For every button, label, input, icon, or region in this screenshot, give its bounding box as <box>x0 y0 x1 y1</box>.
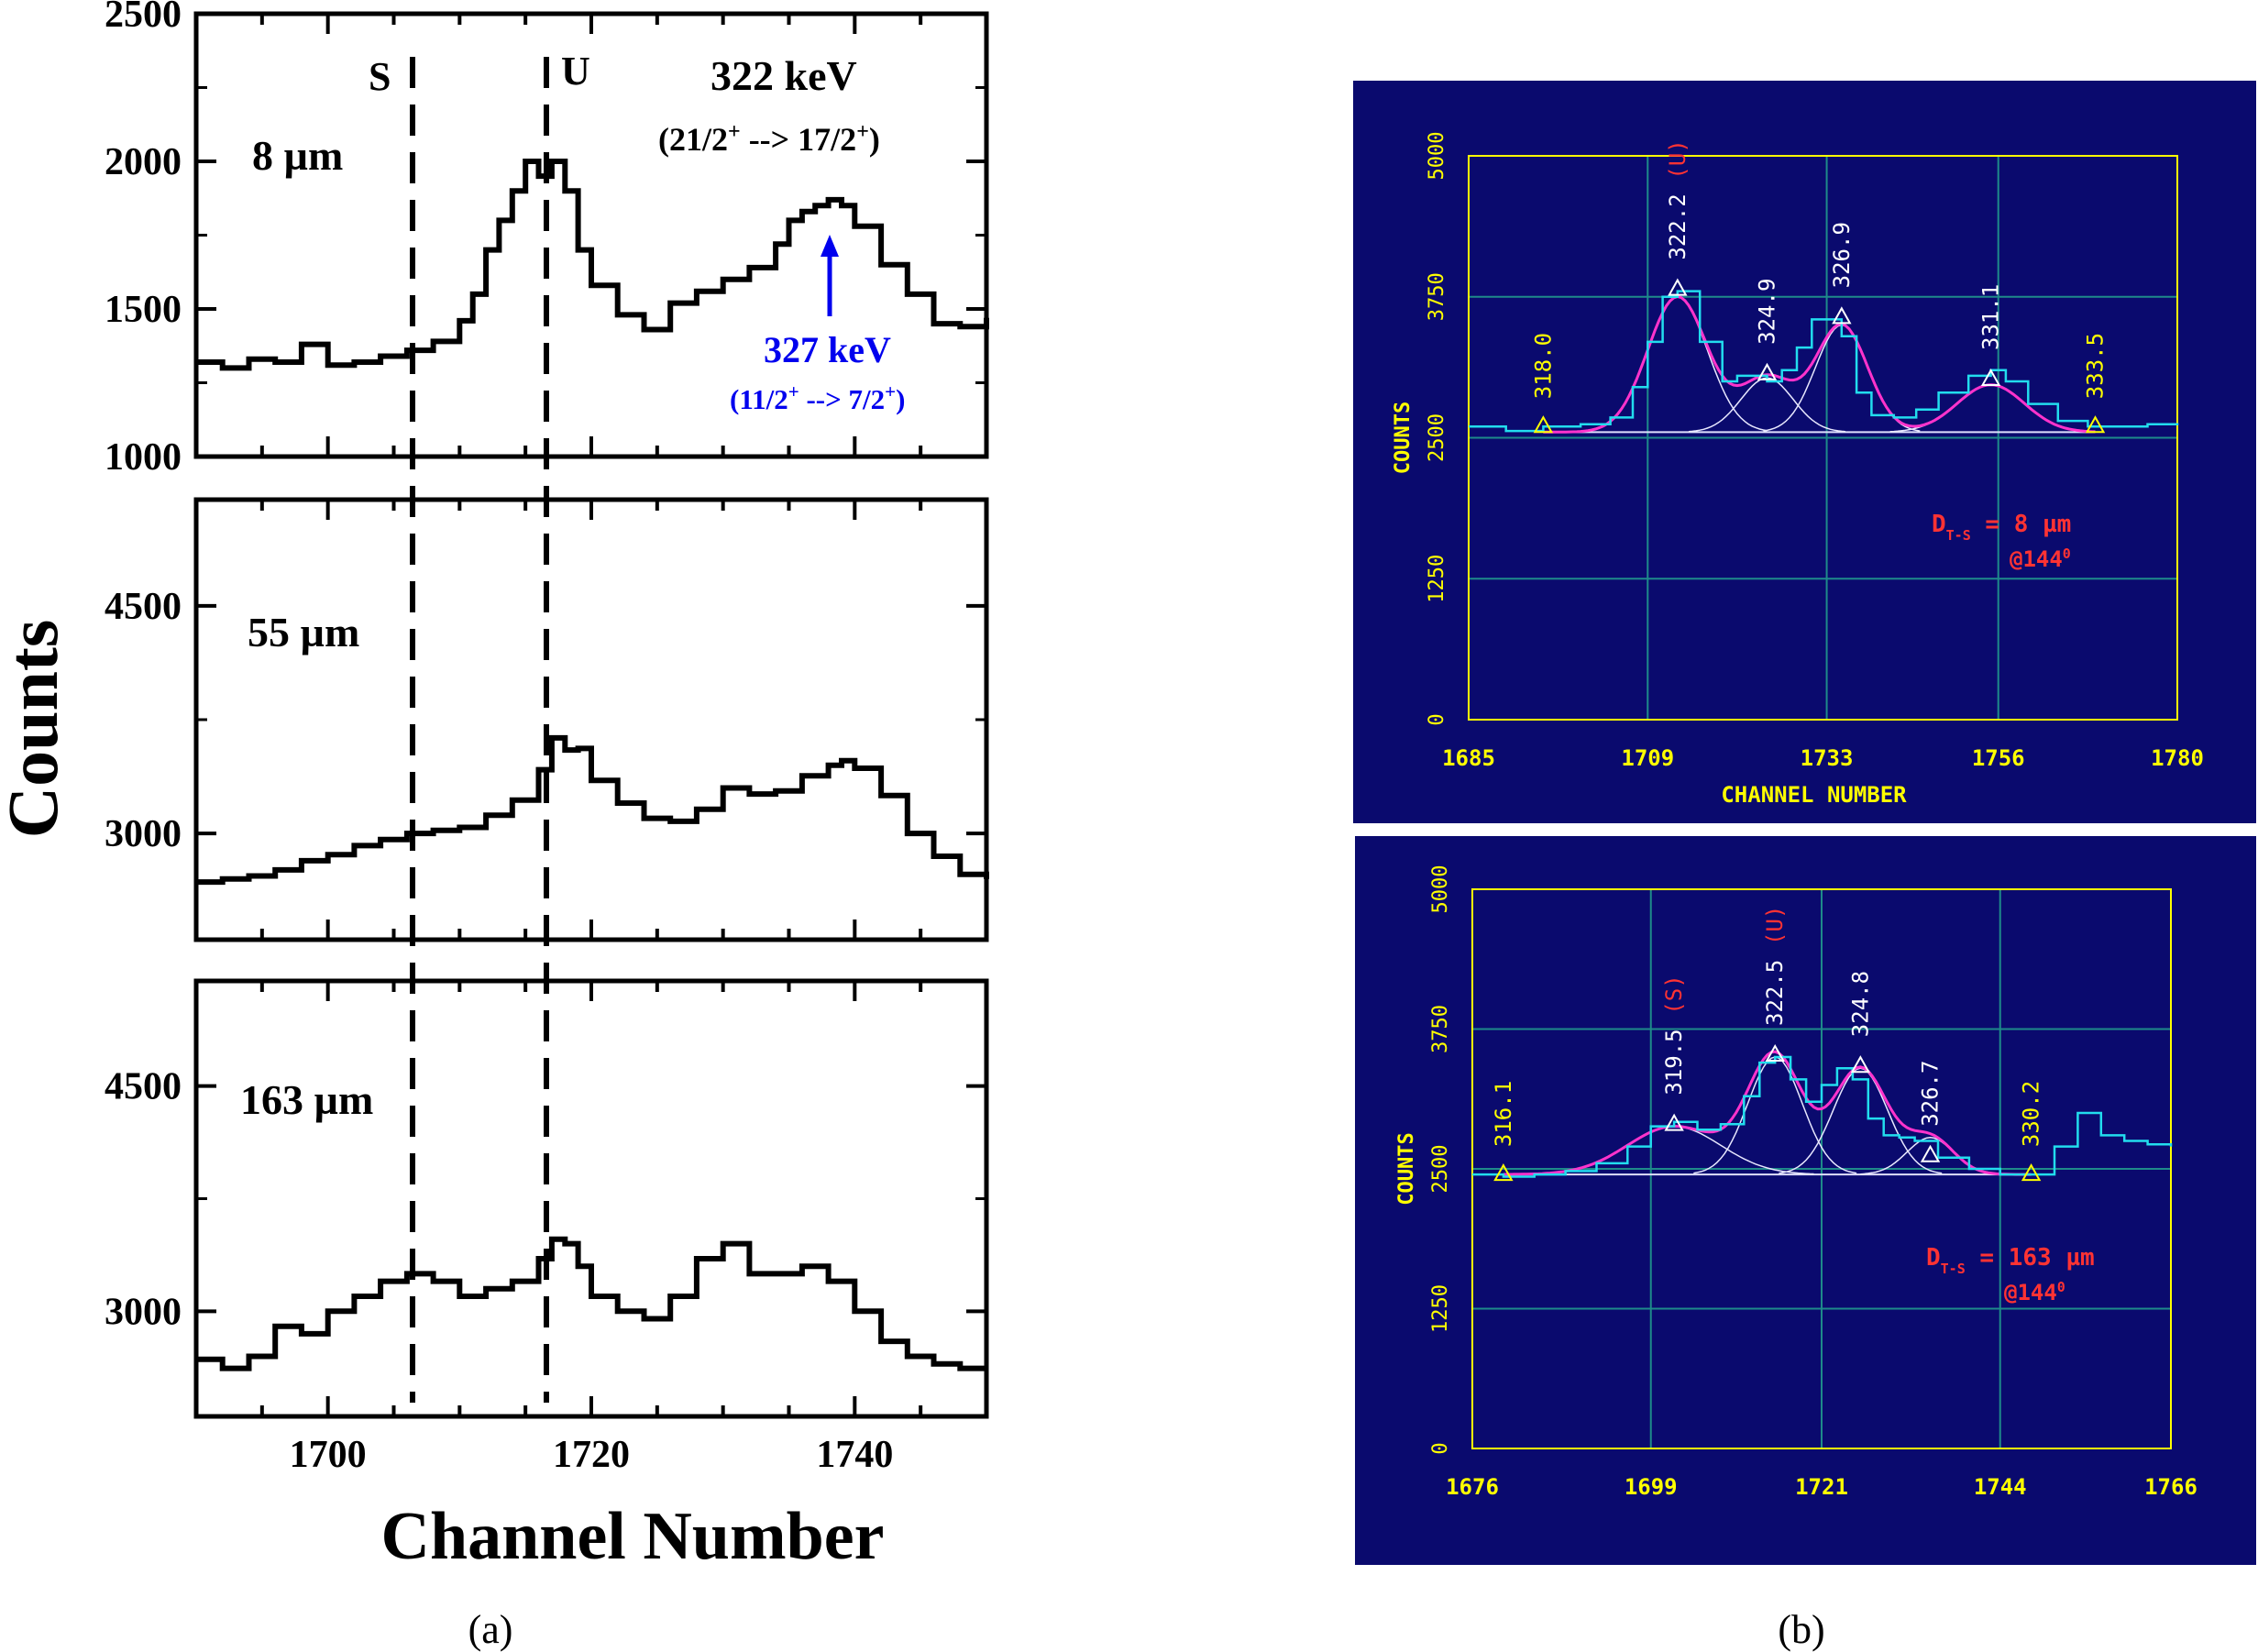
blue-arrow-head <box>821 235 839 257</box>
spectrum-line-1 <box>196 159 989 371</box>
peak-energy-label: 319.5 <box>1661 1029 1687 1095</box>
x-tick-label: 1699 <box>1625 1474 1678 1500</box>
u-marker-label: U <box>561 49 590 94</box>
x-tick-label: 1721 <box>1795 1474 1848 1500</box>
peak-energy-label: 322 keV <box>710 52 857 99</box>
bound-energy-label: 333.5 <box>2082 333 2108 399</box>
x-tick-label: 1780 <box>2151 745 2204 771</box>
y-tick-label: 3750 <box>1429 1005 1452 1053</box>
y-tick-label: 2500 <box>1429 1145 1452 1194</box>
peak-marker <box>1668 278 1688 296</box>
thickness-label: 163 µm <box>240 1076 373 1123</box>
spectrum-window-1 <box>1353 81 2256 823</box>
y-tick-label: 3750 <box>1426 272 1448 321</box>
bound-marker <box>1533 415 1554 434</box>
y-tick-label: 2000 <box>105 141 182 183</box>
y-tick-label: 2500 <box>105 0 182 36</box>
y-axis-label: COUNTS <box>1392 402 1415 474</box>
y-tick-label: 3000 <box>105 1291 182 1333</box>
peak-marker <box>1850 1055 1871 1074</box>
spectrum-data-line <box>1472 1055 2173 1178</box>
y-tick-label: 4500 <box>105 1066 182 1108</box>
y-tick-label: 1250 <box>1426 555 1448 603</box>
spectrum-line-3 <box>196 1236 986 1371</box>
x-tick-label: 1685 <box>1442 745 1495 771</box>
y-axis-label: Counts <box>0 620 72 838</box>
peak-tag-label: (S) <box>1661 975 1687 1014</box>
bound-energy-label: 330.2 <box>2019 1081 2044 1147</box>
peak-energy-label: 326.7 <box>1918 1061 1944 1127</box>
peak-marker <box>1757 362 1778 380</box>
caption-a: (a) <box>468 1607 513 1652</box>
bound-marker <box>1493 1163 1514 1182</box>
peak-marker <box>1980 368 2001 386</box>
x-tick-label: 1733 <box>1801 745 1854 771</box>
y-tick-label: 0 <box>1426 713 1448 725</box>
peak-energy-label: 324.9 <box>1754 279 1779 345</box>
y-tick-label: 1250 <box>1429 1284 1452 1333</box>
thickness-label: 8 µm <box>252 132 343 179</box>
plot-frame <box>1468 155 2178 721</box>
angle-annotation: @1440 <box>2004 1279 2065 1305</box>
y-tick-label: 5000 <box>1429 865 1452 914</box>
x-tick-label: 1744 <box>1974 1474 2027 1500</box>
peak-marker <box>1832 306 1852 325</box>
x-tick-label: 1740 <box>816 1434 893 1476</box>
x-tick-label: 1756 <box>1972 745 2025 771</box>
thickness-label: 55 µm <box>248 609 359 655</box>
bound-marker <box>2021 1163 2042 1182</box>
spectrum-data-line <box>1469 290 2179 433</box>
arrow-energy-label: 327 keV <box>764 329 891 370</box>
peak-tag-label: (U) <box>1665 139 1691 179</box>
spectrum-window-2 <box>1355 836 2256 1565</box>
total-fit-curve <box>1503 1050 2032 1176</box>
caption-b: (b) <box>1778 1607 1824 1652</box>
x-tick-label: 1720 <box>553 1434 630 1476</box>
plot-frame-2 <box>193 497 989 942</box>
y-tick-label: 0 <box>1429 1442 1452 1454</box>
y-tick-label: 2500 <box>1426 413 1448 462</box>
x-tick-label: 1676 <box>1446 1474 1499 1500</box>
x-tick-label: 1700 <box>290 1434 367 1476</box>
y-tick-label: 5000 <box>1426 132 1448 181</box>
peak-marker <box>1765 1043 1785 1062</box>
peak-marker <box>1920 1144 1941 1162</box>
peak-energy-label: 324.8 <box>1847 971 1873 1037</box>
y-tick-label: 4500 <box>105 586 182 628</box>
peak-transition-label: (21/2+ --> 17/2+) <box>658 120 880 158</box>
plot-frame <box>1471 888 2172 1449</box>
peak-energy-label: 331.1 <box>1978 284 2004 350</box>
bound-energy-label: 316.1 <box>1491 1081 1516 1147</box>
bound-energy-label: 318.0 <box>1530 333 1556 399</box>
peak-energy-label: 326.9 <box>1829 222 1855 288</box>
plot-frame-3 <box>193 978 989 1419</box>
angle-annotation: @1440 <box>2010 545 2071 572</box>
spectrum-line-2 <box>196 734 989 886</box>
x-axis-label: CHANNEL NUMBER <box>1721 782 1907 808</box>
y-tick-label: 1000 <box>105 436 182 479</box>
s-marker-label: S <box>369 54 391 99</box>
peak-marker <box>1664 1113 1684 1131</box>
x-tick-label: 1766 <box>2144 1474 2197 1500</box>
x-axis-label: Channel Number <box>381 1499 885 1574</box>
y-tick-label: 1500 <box>105 289 182 331</box>
peak-energy-label: 322.2 <box>1665 193 1691 259</box>
bound-marker <box>2085 415 2106 434</box>
total-fit-curve <box>1543 295 2096 434</box>
arrow-transition-label: (11/2+ --> 7/2+) <box>730 380 905 415</box>
panel-a: 1000 1500 2000 2500 8 µm 3000 4500 55 µm 3000 450… <box>0 0 989 1652</box>
panel-b: 0 1250 2500 3750 5000 1685 1709 1733 1756 1780 COU… <box>1353 81 2256 1652</box>
x-tick-label: 1709 <box>1621 745 1674 771</box>
y-axis-label: COUNTS <box>1395 1132 1418 1205</box>
peak-energy-label: 322.5 <box>1762 960 1788 1026</box>
y-tick-label: 3000 <box>105 813 182 855</box>
peak-tag-label: (U) <box>1762 906 1788 945</box>
